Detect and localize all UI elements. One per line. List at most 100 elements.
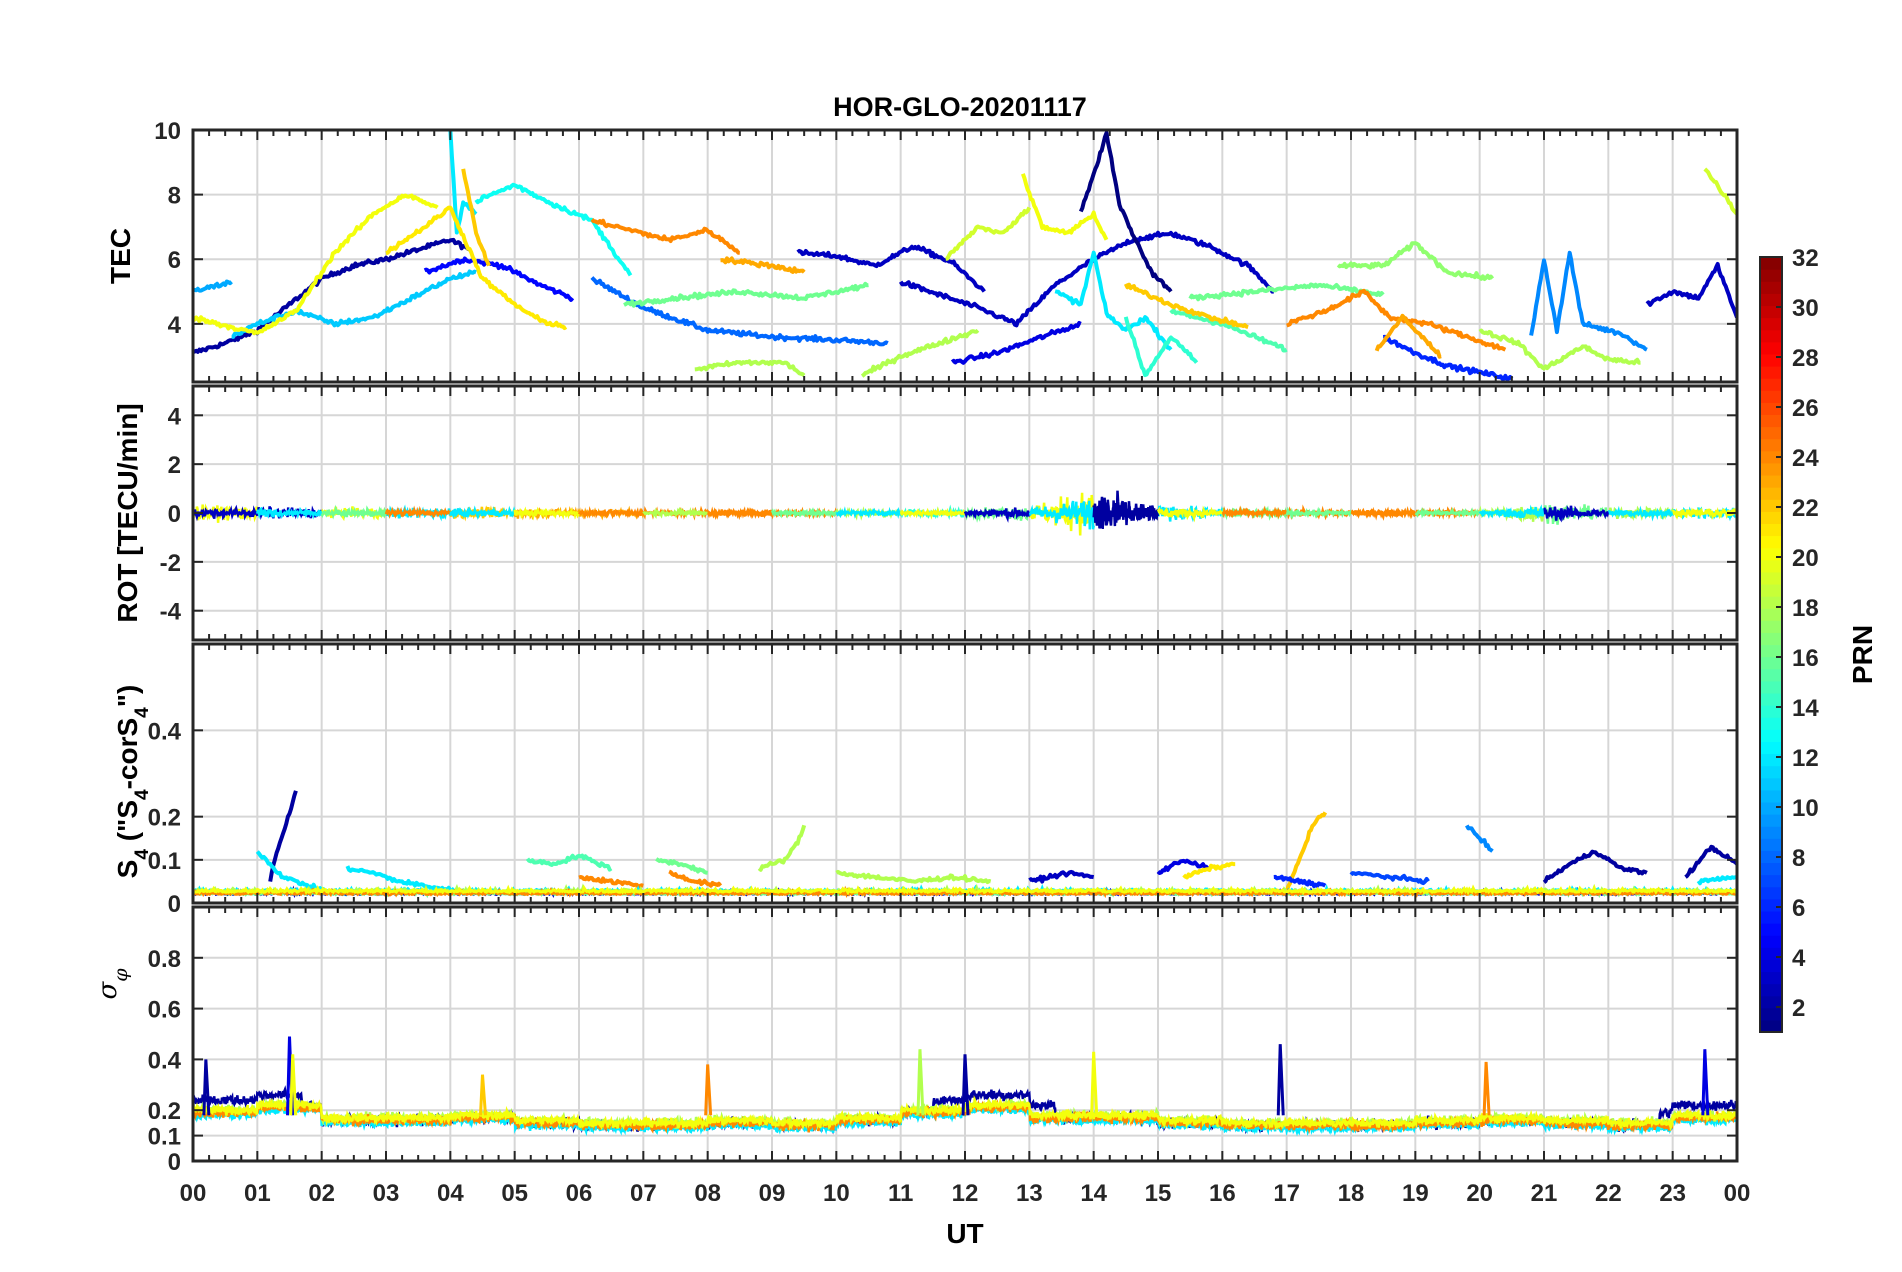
x-tick-label: 14	[1080, 1180, 1107, 1207]
colorbar-segment	[1760, 777, 1782, 791]
y-tick-label: -2	[160, 550, 181, 577]
rot-trace-prn-24	[707, 507, 774, 520]
rot-trace-prn-20	[1672, 506, 1737, 521]
x-tick-label: 00	[180, 1180, 207, 1207]
y-tick-label: 10	[154, 118, 181, 145]
colorbar-segment	[1760, 462, 1782, 476]
colorbar-segment	[1760, 414, 1782, 428]
colorbar-segment	[1760, 583, 1782, 597]
series-line-prn-16	[1188, 282, 1385, 302]
colorbar-segment	[1760, 305, 1782, 319]
colorbar-tick-label: 20	[1792, 545, 1819, 572]
colorbar-segment	[1760, 959, 1782, 973]
y-tick-label: 0.2	[148, 805, 181, 832]
series-line-prn-9	[1465, 824, 1494, 853]
series-line-prn-15	[1169, 308, 1288, 353]
colorbar-segment	[1760, 281, 1782, 294]
colorbar-segment	[1760, 535, 1782, 549]
y-tick-label: 4	[168, 312, 182, 339]
colorbar-segment	[1760, 499, 1782, 512]
x-tick-label: 03	[373, 1180, 400, 1207]
colorbar-segment	[1760, 717, 1782, 730]
series-line-prn-11	[231, 269, 477, 339]
y-tick-label: 6	[168, 247, 181, 274]
rot-trace-prn-18	[642, 506, 709, 519]
colorbar-segment	[1760, 668, 1782, 682]
series-line-prn-18	[860, 328, 980, 378]
rot-trace-prn-12	[1478, 504, 1546, 520]
colorbar-segment	[1760, 983, 1782, 997]
sigma-trace-prn-20	[193, 1095, 1737, 1132]
rot-trace-prn-12	[449, 505, 516, 520]
series-line-prn-18	[694, 359, 806, 378]
series-line-prn-4	[950, 321, 1082, 365]
series-line-prn-12	[345, 865, 452, 892]
baseline-trace-prn-20	[193, 883, 1737, 896]
x-tick-label: 08	[694, 1180, 721, 1207]
panel-s4: 00.10.20.4S4 ("S4-corS4")	[112, 642, 1739, 918]
colorbar-segment	[1760, 523, 1782, 537]
y-label-subscript: 4	[132, 849, 153, 860]
series-line-prn-5	[423, 256, 575, 302]
colorbar-segment	[1760, 596, 1782, 609]
rot-trace-prn-3	[1543, 505, 1610, 523]
sigma-spike	[479, 1074, 487, 1116]
rot-trace-prn-20	[1156, 505, 1223, 523]
series-line-prn-2	[268, 790, 298, 882]
rot-trace-prn-12	[1671, 506, 1737, 522]
series-line-prn-8	[590, 276, 889, 347]
colorbar-segment	[1760, 341, 1782, 355]
sigma-spike	[704, 1064, 713, 1116]
colorbar-segment	[1760, 680, 1782, 694]
series-line-prn-2	[193, 237, 471, 354]
series-line-prn-18	[835, 869, 992, 885]
colorbar-segment	[1760, 438, 1782, 452]
colorbar-segment	[1760, 450, 1782, 464]
y-tick-label: 0.6	[148, 997, 181, 1024]
x-tick-label: 20	[1466, 1180, 1493, 1207]
series-line-prn-4	[1156, 858, 1210, 875]
sigma-spike	[1090, 1051, 1099, 1116]
colorbar-tick-label: 6	[1792, 895, 1805, 922]
y-axis-label: σφ	[93, 968, 132, 1000]
y-tick-label: 4	[168, 403, 182, 430]
colorbar-tick-label: 16	[1792, 645, 1819, 672]
colorbar-segment	[1760, 644, 1782, 658]
x-tick-label: 17	[1273, 1180, 1300, 1207]
y-label-part: ("S	[112, 800, 143, 849]
colorbar-tick-label: 2	[1792, 995, 1805, 1022]
series-line-prn-12	[1054, 250, 1173, 351]
x-tick-label: 18	[1338, 1180, 1365, 1207]
x-tick-label: 02	[308, 1180, 335, 1207]
y-tick-label: 0	[168, 501, 181, 528]
series-line-prn-24	[578, 875, 644, 889]
colorbar-segment	[1760, 838, 1782, 851]
y-axis-label: S4 ("S4-corS4")	[112, 685, 153, 879]
colorbar-segment	[1760, 620, 1782, 633]
series-group	[193, 490, 1737, 536]
series-line-prn-2	[1684, 844, 1737, 879]
colorbar-segment	[1760, 862, 1782, 876]
series-line-prn-19	[1703, 167, 1737, 216]
colorbar-tick-label: 26	[1792, 395, 1819, 422]
rot-trace-prn-20	[513, 506, 581, 521]
series-line-prn-10	[193, 279, 233, 293]
y-label-subscript: 4	[132, 707, 153, 718]
colorbar-segment	[1760, 353, 1782, 367]
colorbar-segment	[1760, 1007, 1782, 1021]
colorbar-tick-label: 10	[1792, 795, 1819, 822]
y-tick-label: 2	[168, 452, 181, 479]
colorbar-segment	[1760, 789, 1782, 803]
series-line-prn-22	[1123, 282, 1249, 330]
y-tick-label: 0.1	[148, 848, 181, 875]
colorbar-segment	[1760, 329, 1782, 343]
x-tick-label: 09	[759, 1180, 786, 1207]
colorbar-segment	[1760, 801, 1782, 815]
colorbar-segment	[1760, 910, 1782, 924]
colorbar-segment	[1760, 426, 1782, 440]
colorbar-segment	[1760, 571, 1782, 585]
y-tick-label: 0	[168, 1149, 181, 1176]
series-line-prn-6	[1382, 334, 1514, 382]
colorbar-tick-label: 18	[1792, 595, 1819, 622]
rot-trace-prn-16	[1285, 506, 1353, 520]
